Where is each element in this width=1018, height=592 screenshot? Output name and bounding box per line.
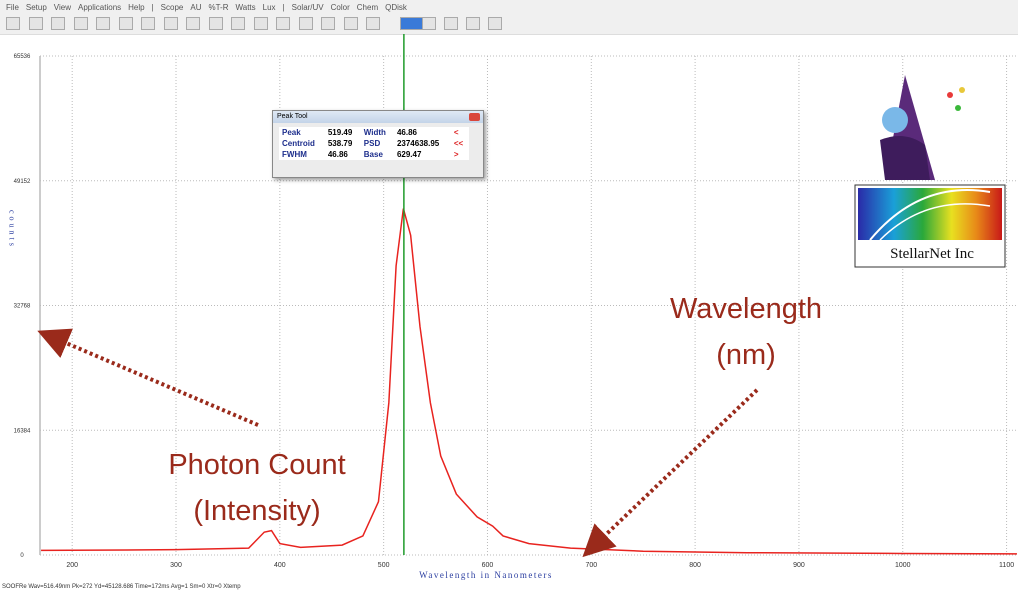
menu-item[interactable]: QDisk (385, 2, 407, 12)
x-tick-label: 300 (170, 562, 182, 569)
y-tick-label: 65536 (14, 54, 31, 60)
annotation: Photon Count (168, 449, 345, 481)
logo: StellarNet Inc (854, 75, 1006, 268)
annotation: (nm) (716, 339, 776, 371)
toolbar (0, 14, 1018, 35)
x-axis-label: Wavelength in Nanometers (419, 570, 553, 580)
peak-cell: Peak (282, 128, 301, 137)
toolbar-button[interactable] (28, 17, 43, 30)
toolbar-button[interactable] (73, 17, 88, 30)
menu-item[interactable]: Help (128, 2, 145, 12)
logo-text: StellarNet Inc (890, 246, 974, 262)
toolbar-button[interactable] (231, 17, 245, 30)
y-tick-label: 49152 (14, 179, 31, 185)
peak-cell: 2374638.95 (396, 139, 440, 148)
menu-item[interactable]: View (53, 2, 71, 12)
x-tick-label: 700 (585, 562, 597, 569)
toolbar-button[interactable] (118, 17, 133, 30)
menu-item[interactable]: File (6, 2, 19, 12)
peak-cell: PSD (363, 139, 381, 148)
peak-cell: Width (363, 128, 386, 137)
x-tick-label: 500 (378, 562, 390, 569)
arrow (37, 328, 259, 427)
menu-item[interactable]: Color (330, 2, 350, 12)
menu-item[interactable]: Chem (356, 2, 379, 12)
toolbar-button[interactable] (208, 17, 223, 30)
peak-cell: FWHM (282, 150, 307, 159)
toolbar-button[interactable] (253, 17, 268, 30)
menu-item[interactable]: Applications (78, 2, 122, 12)
menu-bar: File Setup View Applications Help | Scope AU %T-… (0, 0, 1018, 14)
toolbar-button[interactable] (163, 17, 178, 30)
peak-cell: 46.86 (396, 128, 417, 137)
x-tick-label: 800 (689, 562, 701, 569)
x-tick-label: 1100 (999, 562, 1014, 569)
peak-cell: Centroid (282, 139, 315, 148)
peak-row: Centroid 538.79 PSD 2374638.95 << (279, 138, 469, 149)
peak-cell[interactable]: < (453, 128, 459, 137)
toolbar-button[interactable] (276, 17, 290, 30)
peak-cell: Base (363, 150, 383, 159)
annotation: Wavelength (670, 293, 822, 325)
x-tick-label: 400 (274, 562, 286, 569)
toolbar-button[interactable] (422, 17, 436, 30)
toolbar-button[interactable] (444, 17, 458, 30)
peak-cell: 538.79 (327, 139, 353, 148)
x-tick-label: 600 (482, 562, 494, 569)
menu-item[interactable]: %T-R (208, 2, 229, 12)
annotation: (Intensity) (193, 495, 320, 527)
y-tick-label: 32768 (14, 304, 31, 310)
toolbar-button[interactable] (141, 17, 155, 30)
arrow (582, 388, 759, 558)
y-axis-label: counts (8, 210, 17, 249)
window-title: Peak Tool (273, 111, 483, 123)
x-tick-label: 200 (66, 562, 78, 569)
status-bar: SOOFRe Wav=516.49nm Pk=272 Yd=45128.686 … (2, 584, 241, 590)
window-title-text: Peak Tool (277, 113, 308, 120)
x-tick-label: 1000 (895, 562, 911, 569)
peak-cell[interactable]: << (453, 139, 464, 148)
menu-item[interactable]: Setup (25, 2, 47, 12)
menu-item[interactable]: | (151, 2, 154, 12)
toolbar-button[interactable] (466, 17, 480, 30)
peak-row: FWHM 46.86 Base 629.47 > (279, 149, 469, 160)
menu-item[interactable]: Lux (262, 2, 276, 12)
peak-cell: 46.86 (327, 150, 348, 159)
close-button[interactable] (469, 113, 480, 121)
toolbar-button[interactable] (366, 17, 380, 30)
toolbar-button[interactable] (488, 17, 502, 30)
toolbar-button[interactable] (96, 17, 110, 30)
toolbar-button[interactable] (51, 17, 65, 30)
toolbar-button[interactable] (321, 17, 335, 30)
x-tick-label: 900 (793, 562, 805, 569)
peak-cell: 519.49 (327, 128, 353, 137)
menu-item[interactable]: Solar/UV (291, 2, 324, 12)
menu-item[interactable]: Scope (160, 2, 184, 12)
y-tick-label: 0 (20, 553, 24, 559)
peak-table: Peak 519.49 Width 46.86 < Centroid 538.79 PSD 23… (279, 127, 469, 160)
spectrum-line (41, 208, 1017, 555)
peak-tool-window: Peak Tool Peak 519.49 Width 46.86 < Centroid 5… (272, 110, 484, 178)
peak-cell[interactable]: > (453, 150, 459, 159)
menu-item[interactable]: | (282, 2, 285, 12)
menu-item[interactable]: AU (190, 2, 202, 12)
toolbar-button[interactable] (186, 17, 200, 30)
toolbar-button[interactable] (6, 17, 20, 30)
toolbar-button[interactable] (298, 17, 313, 30)
menu-item[interactable]: Watts (235, 2, 256, 12)
toolbar-button[interactable] (343, 17, 358, 30)
y-tick-label: 16384 (14, 428, 31, 434)
peak-row: Peak 519.49 Width 46.86 < (279, 127, 469, 138)
peak-cell: 629.47 (396, 150, 422, 159)
